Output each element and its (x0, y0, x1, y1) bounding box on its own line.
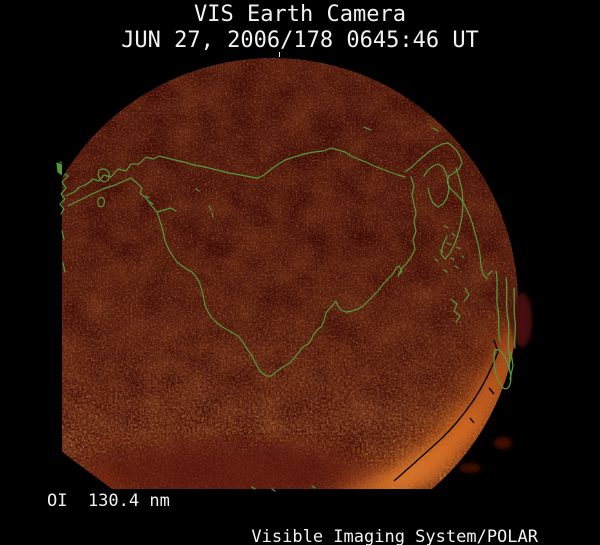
instrument-label: Visible Imaging System/POLAR (251, 527, 538, 545)
coastline-spur (156, 207, 177, 213)
coastline-bottom-specks (251, 485, 316, 492)
coastline-islands (145, 126, 465, 273)
timestamp-label: JUN 27, 2006/178 0645:46 UT (121, 28, 479, 53)
limb-edge-lines (56, 339, 499, 492)
mask-top-right (273, 58, 527, 303)
coastline-continent (67, 177, 403, 377)
limb-edge-bottom-right (393, 339, 499, 482)
coastline-overlay (56, 126, 488, 377)
limb-edge-flecks (469, 387, 495, 424)
coastline-north-coast (65, 147, 406, 197)
credits-block: Visible Imaging System/POLAR The Univers… (210, 492, 538, 545)
mask-top-left (62, 57, 273, 178)
coastline-inland-line (401, 176, 417, 269)
wavelength-label: OI 130.4 nm (47, 491, 170, 511)
page-title: VIS Earth Camera (194, 2, 406, 27)
coastline-arc-loop (404, 142, 488, 280)
beyond-limb-glow (459, 293, 532, 473)
limb-glow-bright (348, 326, 527, 489)
coastline-scribble-low (450, 287, 470, 323)
aurora-streaks (251, 270, 516, 492)
limb-edge-bottom-left (56, 446, 110, 492)
scanline-artifacts (66, 347, 362, 388)
mask-bottom-left (62, 452, 112, 489)
artifact-tick (279, 52, 280, 57)
coastline-inner-loop-b (440, 167, 464, 260)
coastline-inner-loop-a (423, 163, 450, 208)
coastline-lake-loop (97, 168, 110, 208)
